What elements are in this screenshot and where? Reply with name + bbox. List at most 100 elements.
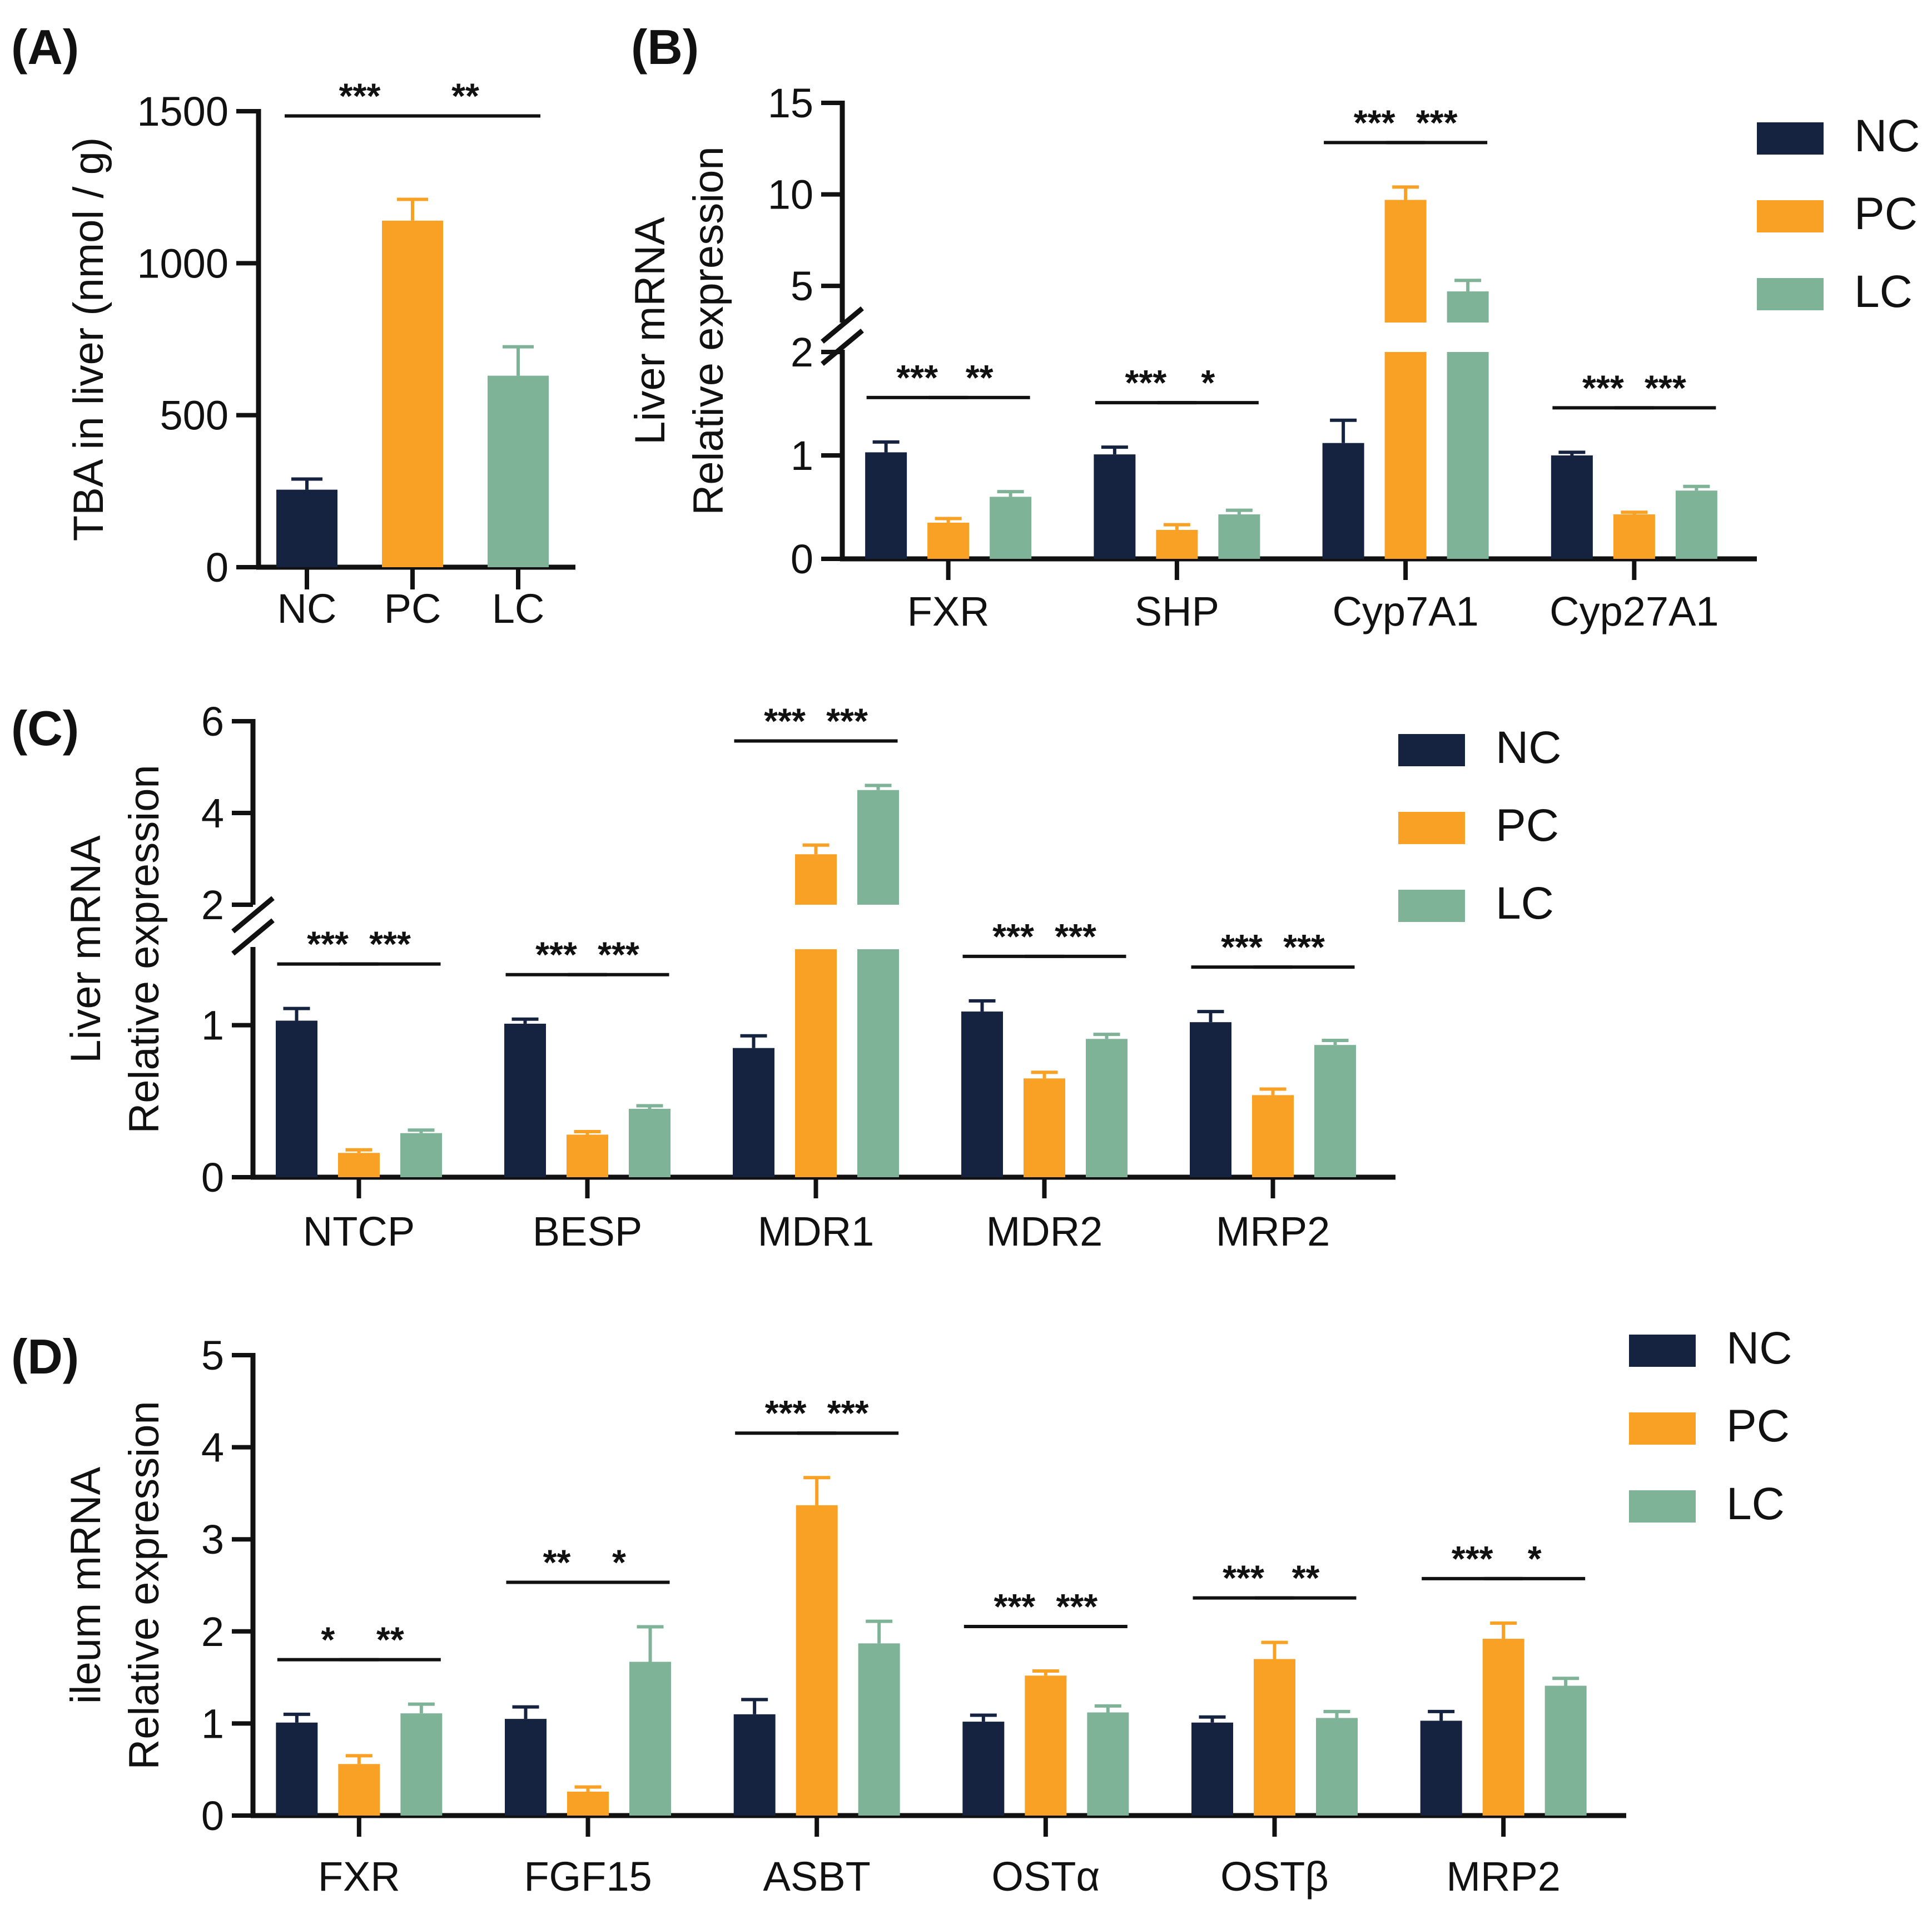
bar bbox=[858, 1643, 900, 1816]
bar bbox=[567, 1791, 609, 1816]
panel-label: (A) bbox=[11, 19, 79, 75]
significance-label: *** bbox=[896, 358, 938, 398]
legend-label: PC bbox=[1726, 1401, 1790, 1451]
x-tick-label: OSTα bbox=[991, 1853, 1100, 1900]
legend-swatch bbox=[1757, 200, 1824, 232]
significance-label: ** bbox=[376, 1620, 404, 1660]
significance-label: *** bbox=[1582, 368, 1624, 408]
significance-label: *** bbox=[992, 916, 1034, 956]
significance-label: *** bbox=[1056, 1586, 1097, 1627]
significance-label: * bbox=[1528, 1539, 1542, 1579]
bar bbox=[1482, 1639, 1524, 1816]
bar bbox=[1675, 490, 1717, 559]
significance-label: * bbox=[1201, 363, 1215, 403]
bar bbox=[927, 522, 970, 559]
axis-break-mark bbox=[231, 896, 275, 934]
bar bbox=[1551, 455, 1593, 559]
bar bbox=[1252, 1095, 1294, 1177]
y-tick-label: 0 bbox=[201, 1154, 224, 1201]
significance-label: ** bbox=[1292, 1558, 1320, 1598]
significance-label: *** bbox=[1452, 1539, 1493, 1579]
significance-label: *** bbox=[764, 701, 806, 741]
bar bbox=[1086, 1039, 1128, 1177]
bar bbox=[1322, 443, 1364, 559]
significance-label: *** bbox=[827, 1393, 869, 1433]
y-tick-label: 4 bbox=[201, 1425, 224, 1471]
significance-label: ** bbox=[543, 1543, 571, 1583]
significance-label: *** bbox=[339, 76, 381, 116]
bar bbox=[1314, 1045, 1356, 1177]
x-tick-label: LC bbox=[492, 586, 545, 632]
bar bbox=[629, 1109, 671, 1177]
significance-label: *** bbox=[535, 935, 577, 975]
bar bbox=[1191, 1722, 1233, 1816]
bar bbox=[990, 497, 1032, 559]
significance-label: *** bbox=[1645, 368, 1686, 408]
legend-label: NC bbox=[1854, 111, 1920, 161]
bar bbox=[1025, 1675, 1067, 1816]
y-tick-label: 1 bbox=[201, 1700, 224, 1747]
y-tick-label: 1 bbox=[201, 1003, 224, 1049]
bar bbox=[276, 1722, 318, 1816]
bar bbox=[567, 1134, 608, 1177]
significance-label: *** bbox=[826, 701, 868, 741]
y-axis-title: Liver mRNA bbox=[62, 835, 110, 1063]
significance-label: *** bbox=[1416, 102, 1458, 142]
x-tick-label: NTCP bbox=[303, 1208, 415, 1254]
significance-label: *** bbox=[1055, 916, 1096, 956]
legend-swatch bbox=[1629, 1412, 1696, 1445]
y-tick-label: 15 bbox=[768, 80, 813, 126]
bar bbox=[1094, 454, 1136, 559]
axis-break-mark bbox=[821, 329, 864, 366]
significance-label: *** bbox=[1354, 102, 1395, 142]
bar bbox=[276, 1020, 317, 1177]
x-tick-label: MRP2 bbox=[1216, 1208, 1330, 1254]
y-tick-label: 0 bbox=[201, 1793, 224, 1839]
significance-label: *** bbox=[1283, 927, 1325, 967]
significance-label: ** bbox=[966, 358, 994, 398]
x-tick-label: Cyp7A1 bbox=[1332, 588, 1478, 634]
legend-label: LC bbox=[1496, 878, 1554, 929]
y-axis-title: Liver mRNA bbox=[627, 217, 674, 445]
panel-label: (D) bbox=[11, 1329, 79, 1384]
y-axis-title: Relative expression bbox=[121, 1401, 168, 1769]
y-tick-label: 500 bbox=[160, 393, 229, 439]
y-axis-title: Relative expression bbox=[685, 146, 732, 515]
y-tick-label: 6 bbox=[201, 698, 224, 745]
y-tick-label: 2 bbox=[791, 329, 813, 375]
bar bbox=[504, 1023, 546, 1177]
panel-d: (D) 0 1 2 3 4 5 ileum mRNA Relative expression F… bbox=[11, 1323, 1792, 1900]
bar bbox=[857, 790, 899, 905]
bar bbox=[1384, 200, 1427, 323]
significance-label: *** bbox=[1125, 363, 1167, 403]
y-tick-label: 2 bbox=[201, 1609, 224, 1655]
y-axis-title: TBA in liver (nmol / g) bbox=[65, 137, 112, 541]
axis-break-mark bbox=[821, 306, 864, 344]
y-axis-title: ileum mRNA bbox=[62, 1466, 110, 1704]
bar bbox=[338, 1153, 380, 1177]
y-tick-label: 5 bbox=[791, 263, 813, 309]
legend-swatch bbox=[1398, 812, 1465, 844]
bar bbox=[1447, 352, 1489, 559]
significance-label: ** bbox=[451, 76, 479, 116]
x-tick-label: MDR1 bbox=[758, 1208, 875, 1254]
y-axis-title: Relative expression bbox=[121, 765, 168, 1133]
bar bbox=[1024, 1078, 1065, 1177]
bar bbox=[505, 1719, 547, 1816]
panel-label: (B) bbox=[631, 19, 699, 75]
bar bbox=[1218, 514, 1260, 559]
bar bbox=[629, 1662, 671, 1816]
x-tick-label: NC bbox=[277, 586, 337, 632]
x-tick-label: OSTβ bbox=[1220, 1853, 1329, 1900]
y-tick-label: 1500 bbox=[137, 88, 229, 135]
x-tick-label: ASBT bbox=[763, 1853, 871, 1900]
x-tick-label: MDR2 bbox=[986, 1208, 1103, 1254]
bar bbox=[1254, 1659, 1295, 1816]
legend-swatch bbox=[1398, 734, 1465, 766]
bar bbox=[961, 1011, 1003, 1177]
legend-swatch bbox=[1398, 890, 1465, 922]
significance-label: *** bbox=[765, 1393, 807, 1433]
legend-label: LC bbox=[1854, 266, 1913, 317]
bar bbox=[1384, 352, 1427, 559]
